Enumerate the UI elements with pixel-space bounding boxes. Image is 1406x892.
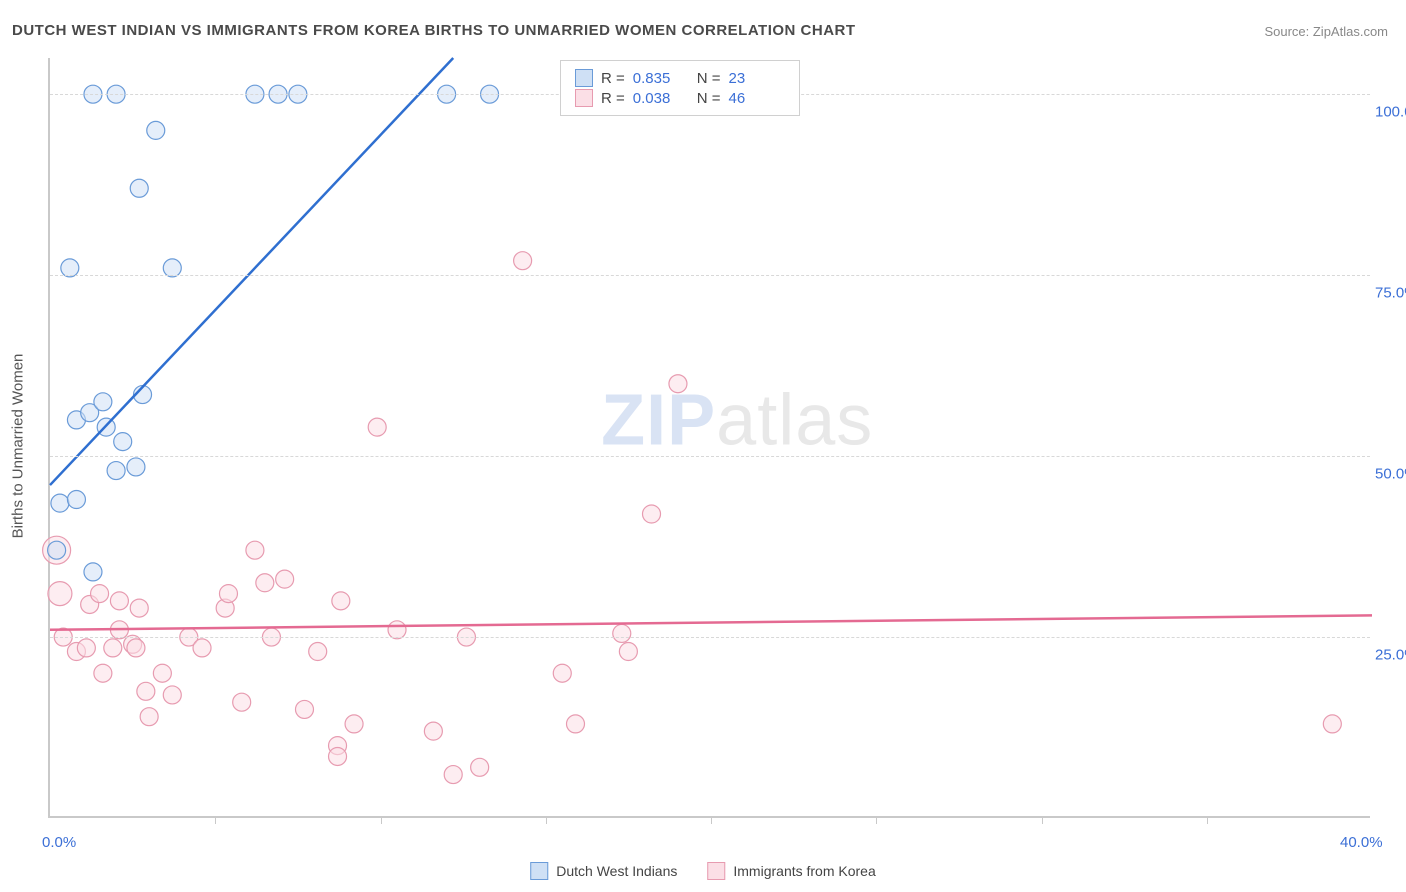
trend-line [50, 58, 453, 485]
plot-area: ZIPatlas 25.0%50.0%75.0%100.0% [48, 58, 1370, 818]
y-axis-label: Births to Unmarried Women [10, 354, 27, 539]
x-tick [1042, 816, 1043, 824]
data-point [130, 179, 148, 197]
data-point [643, 505, 661, 523]
legend-item: Immigrants from Korea [707, 862, 875, 880]
x-tick [546, 816, 547, 824]
data-point [669, 375, 687, 393]
data-point [219, 585, 237, 603]
data-point [613, 624, 631, 642]
data-point [153, 664, 171, 682]
stats-legend: R =0.835N =23 R =0.038N =46 [560, 60, 800, 116]
legend-swatch [530, 862, 548, 880]
x-tick-label: 40.0% [1340, 834, 1383, 851]
data-point [256, 574, 274, 592]
data-point [94, 393, 112, 411]
data-point [345, 715, 363, 733]
legend-label: Dutch West Indians [556, 863, 677, 879]
r-value: 0.835 [633, 70, 677, 87]
data-point [77, 639, 95, 657]
n-value: 23 [729, 70, 773, 87]
x-tick [215, 816, 216, 824]
data-point [140, 708, 158, 726]
legend-swatch [707, 862, 725, 880]
trend-line [50, 615, 1372, 629]
data-point [309, 643, 327, 661]
data-point [163, 686, 181, 704]
data-point [514, 252, 532, 270]
data-point [619, 643, 637, 661]
data-point [471, 758, 489, 776]
y-tick-label: 50.0% [1375, 466, 1406, 483]
data-point [137, 682, 155, 700]
data-point [94, 664, 112, 682]
y-tick-label: 75.0% [1375, 285, 1406, 302]
gridline [50, 637, 1370, 638]
data-point [48, 582, 72, 606]
data-point [233, 693, 251, 711]
data-point [424, 722, 442, 740]
data-point [67, 491, 85, 509]
r-value: 0.038 [633, 90, 677, 107]
n-value: 46 [729, 90, 773, 107]
data-point [84, 563, 102, 581]
legend-stat-row: R =0.835N =23 [575, 69, 785, 87]
legend-swatch [575, 69, 593, 87]
legend-swatch [575, 89, 593, 107]
data-point [444, 766, 462, 784]
data-point [114, 433, 132, 451]
x-tick [711, 816, 712, 824]
x-tick [1207, 816, 1208, 824]
y-tick-label: 100.0% [1375, 104, 1406, 121]
data-point [127, 458, 145, 476]
chart-title: DUTCH WEST INDIAN VS IMMIGRANTS FROM KOR… [12, 22, 856, 39]
data-point [1323, 715, 1341, 733]
legend-stat-row: R =0.038N =46 [575, 89, 785, 107]
correlation-chart: DUTCH WEST INDIAN VS IMMIGRANTS FROM KOR… [0, 0, 1406, 892]
series-legend: Dutch West Indians Immigrants from Korea [530, 862, 876, 880]
data-point [329, 747, 347, 765]
x-tick [381, 816, 382, 824]
gridline [50, 275, 1370, 276]
data-point [368, 418, 386, 436]
data-point [127, 639, 145, 657]
x-tick-label: 0.0% [42, 834, 76, 851]
data-point [107, 462, 125, 480]
data-point [566, 715, 584, 733]
data-point [295, 700, 313, 718]
data-point [91, 585, 109, 603]
data-point [51, 494, 69, 512]
data-point [104, 639, 122, 657]
data-point [147, 121, 165, 139]
data-point [130, 599, 148, 617]
data-point [110, 592, 128, 610]
data-point [332, 592, 350, 610]
data-point [246, 541, 264, 559]
data-point [193, 639, 211, 657]
legend-label: Immigrants from Korea [733, 863, 875, 879]
y-tick-label: 25.0% [1375, 647, 1406, 664]
x-tick [876, 816, 877, 824]
data-point [276, 570, 294, 588]
data-point [48, 541, 66, 559]
gridline [50, 456, 1370, 457]
plot-svg [50, 58, 1370, 816]
legend-item: Dutch West Indians [530, 862, 677, 880]
source-attribution: Source: ZipAtlas.com [1264, 24, 1388, 39]
data-point [553, 664, 571, 682]
